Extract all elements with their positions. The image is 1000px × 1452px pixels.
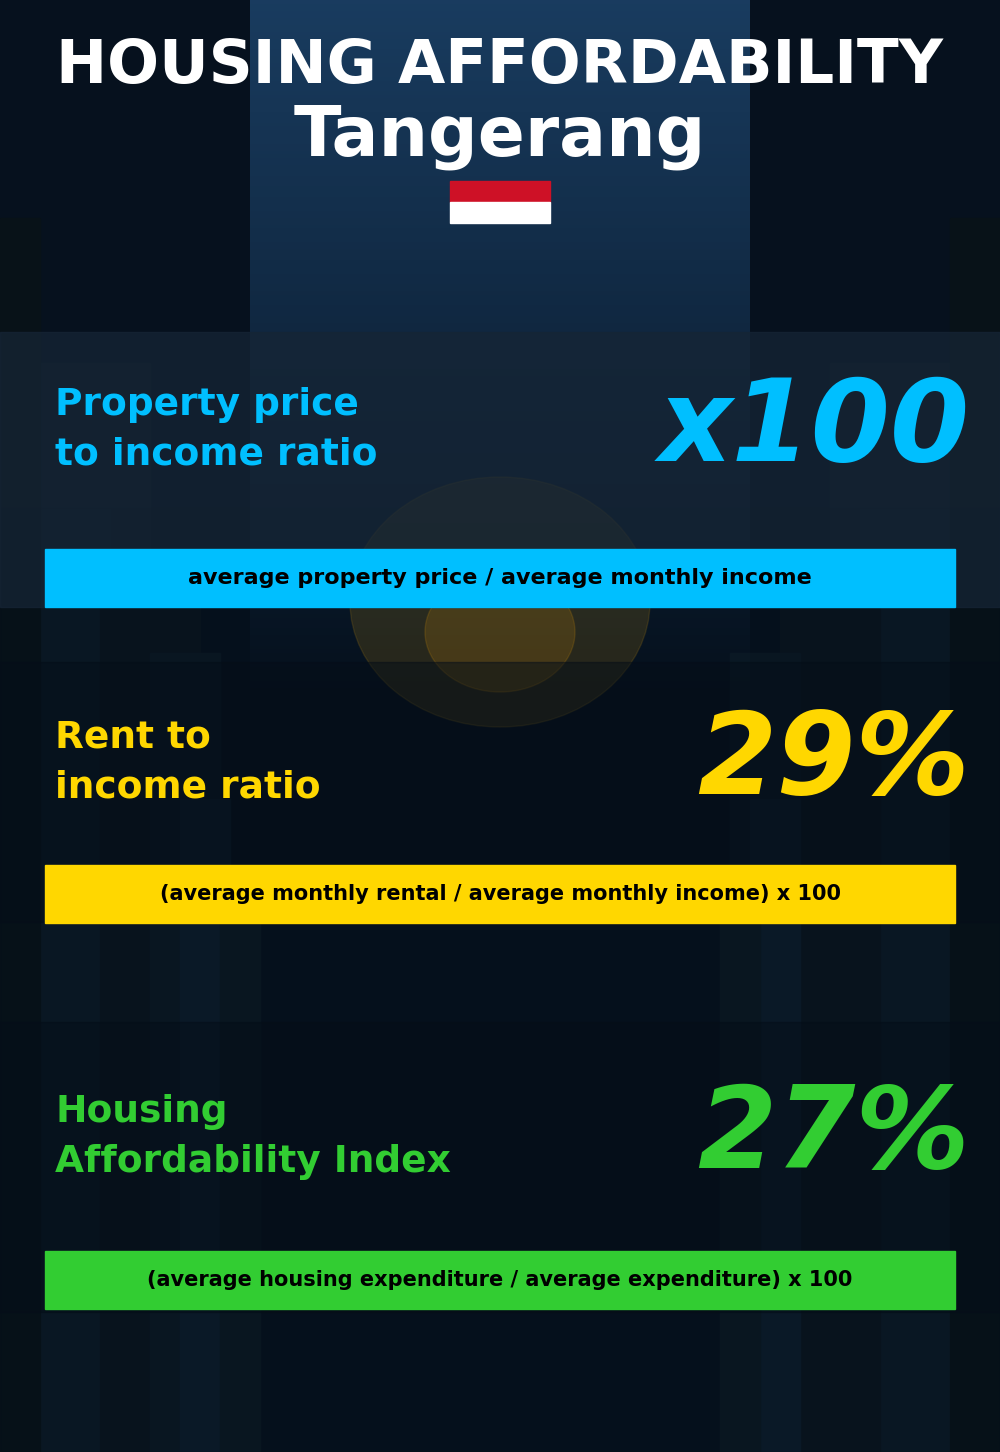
Bar: [0, 662, 1000, 922]
Text: Property price
to income ratio: Property price to income ratio: [55, 388, 378, 473]
Bar: [0, 218, 40, 1452]
Text: Housing
Affordability Index: Housing Affordability Index: [55, 1093, 451, 1180]
Bar: [830, 363, 1000, 1452]
Bar: [450, 182, 550, 202]
Text: (average monthly rental / average monthly income) x 100: (average monthly rental / average monthl…: [160, 884, 840, 905]
Bar: [0, 1022, 1000, 1313]
Bar: [450, 202, 550, 224]
Bar: [780, 581, 880, 1452]
Bar: [720, 871, 760, 1452]
Ellipse shape: [425, 572, 575, 693]
Bar: [180, 799, 230, 1452]
Bar: [20, 508, 110, 1452]
Ellipse shape: [350, 478, 650, 727]
Bar: [45, 1252, 955, 1310]
Bar: [45, 549, 955, 607]
Bar: [100, 581, 200, 1452]
Bar: [45, 865, 955, 923]
Bar: [0, 333, 1000, 607]
Bar: [220, 871, 260, 1452]
Bar: [150, 653, 220, 1452]
Bar: [730, 653, 800, 1452]
Text: (average housing expenditure / average expenditure) x 100: (average housing expenditure / average e…: [147, 1270, 853, 1289]
Bar: [0, 363, 150, 1452]
Text: 29%: 29%: [697, 707, 970, 817]
Text: x100: x100: [659, 375, 970, 485]
Text: Tangerang: Tangerang: [294, 103, 706, 170]
Text: Rent to
income ratio: Rent to income ratio: [55, 719, 321, 804]
Text: HOUSING AFFORDABILITY: HOUSING AFFORDABILITY: [56, 38, 944, 96]
Bar: [860, 508, 950, 1452]
Text: average property price / average monthly income: average property price / average monthly…: [188, 568, 812, 588]
Bar: [0, 508, 1000, 1452]
Text: 27%: 27%: [697, 1082, 970, 1192]
Bar: [750, 799, 800, 1452]
Bar: [950, 218, 1000, 1452]
